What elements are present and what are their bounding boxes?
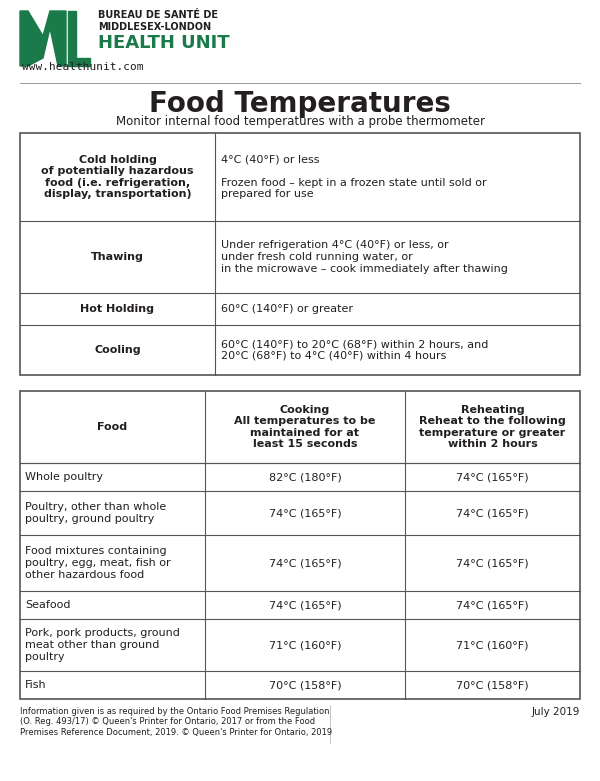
Text: July 2019: July 2019 [532, 707, 580, 717]
Text: Cold holding
of potentially hazardous
food (i.e. refrigeration,
display, transpo: Cold holding of potentially hazardous fo… [41, 155, 194, 199]
Text: www.healthunit.com: www.healthunit.com [22, 62, 143, 72]
Bar [20, 391, 580, 699]
Text: MIDDLESEX-LONDON: MIDDLESEX-LONDON [98, 22, 211, 32]
Text: HEALTH UNIT: HEALTH UNIT [98, 34, 230, 52]
Text: 74°C (165°F): 74°C (165°F) [269, 558, 341, 568]
Text: Food mixtures containing
poultry, egg, meat, fish or
other hazardous food: Food mixtures containing poultry, egg, m… [25, 547, 170, 580]
Text: Reheating
Reheat to the following
temperature or greater
within 2 hours: Reheating Reheat to the following temper… [419, 405, 566, 449]
Text: Monitor internal food temperatures with a probe thermometer: Monitor internal food temperatures with … [115, 115, 485, 128]
Polygon shape [68, 11, 90, 66]
Text: 70°C (158°F): 70°C (158°F) [269, 680, 341, 690]
Text: Cooking
All temperatures to be
maintained for at
least 15 seconds: Cooking All temperatures to be maintaine… [235, 405, 376, 449]
Text: 71°C (160°F): 71°C (160°F) [269, 640, 341, 650]
Text: Seafood: Seafood [25, 600, 71, 610]
Text: 74°C (165°F): 74°C (165°F) [269, 600, 341, 610]
Text: Whole poultry: Whole poultry [25, 472, 103, 482]
Text: Thawing: Thawing [91, 252, 144, 262]
Polygon shape [20, 11, 66, 66]
Text: 4°C (40°F) or less

Frozen food – kept in a frozen state until sold or
prepared : 4°C (40°F) or less Frozen food – kept in… [221, 155, 487, 199]
Text: 60°C (140°F) or greater: 60°C (140°F) or greater [221, 304, 353, 314]
Text: Cooling: Cooling [94, 345, 141, 355]
Text: 74°C (165°F): 74°C (165°F) [456, 472, 529, 482]
Text: Pork, pork products, ground
meat other than ground
poultry: Pork, pork products, ground meat other t… [25, 629, 180, 662]
Text: 60°C (140°F) to 20°C (68°F) within 2 hours, and
20°C (68°F) to 4°C (40°F) within: 60°C (140°F) to 20°C (68°F) within 2 hou… [221, 339, 488, 361]
Text: 74°C (165°F): 74°C (165°F) [456, 508, 529, 518]
Text: Hot Holding: Hot Holding [80, 304, 155, 314]
Bar [20, 133, 580, 375]
Text: 82°C (180°F): 82°C (180°F) [269, 472, 341, 482]
Text: Fish: Fish [25, 680, 47, 690]
Text: 70°C (158°F): 70°C (158°F) [456, 680, 529, 690]
Text: 74°C (165°F): 74°C (165°F) [456, 558, 529, 568]
Text: Under refrigeration 4°C (40°F) or less, or
under fresh cold running water, or
in: Under refrigeration 4°C (40°F) or less, … [221, 241, 508, 273]
Text: 74°C (165°F): 74°C (165°F) [456, 600, 529, 610]
Text: Poultry, other than whole
poultry, ground poultry: Poultry, other than whole poultry, groun… [25, 502, 166, 524]
Text: 71°C (160°F): 71°C (160°F) [456, 640, 529, 650]
Text: Information given is as required by the Ontario Food Premises Regulation
(O. Reg: Information given is as required by the … [20, 707, 332, 736]
Text: Food Temperatures: Food Temperatures [149, 90, 451, 118]
Text: Food: Food [97, 422, 128, 432]
Text: BUREAU DE SANTÉ DE: BUREAU DE SANTÉ DE [98, 10, 218, 20]
Text: 74°C (165°F): 74°C (165°F) [269, 508, 341, 518]
